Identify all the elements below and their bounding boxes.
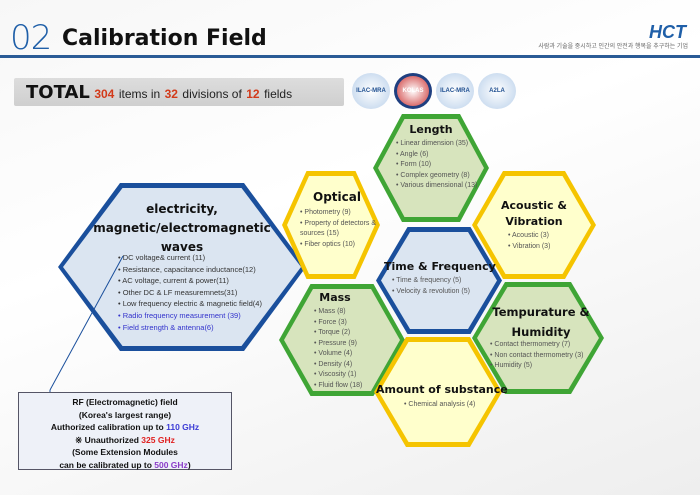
list-item: Form (10) bbox=[396, 160, 477, 171]
mass-items: Mass (8) Force (3) Torque (2) Pressure (… bbox=[314, 307, 362, 391]
list-item: Chemical analysis (4) bbox=[404, 400, 475, 411]
list-item: Various dimensional (13) bbox=[396, 181, 477, 192]
list-item: Velocity & revolution (5) bbox=[392, 287, 470, 298]
title-line: electricity, bbox=[146, 202, 218, 216]
list-item: Fluid flow (18) bbox=[314, 381, 362, 392]
time-title: Time & Frequency bbox=[384, 260, 496, 273]
list-item: Field strength & antenna(6) bbox=[118, 322, 288, 334]
time-items: Time & frequency (5) Velocity & revoluti… bbox=[392, 276, 470, 297]
mass-title: Mass bbox=[319, 291, 351, 304]
rf-line: ※ Unauthorized 325 GHz bbox=[19, 434, 231, 447]
hex-substance bbox=[374, 337, 502, 447]
text: divisions of bbox=[182, 87, 242, 101]
list-item: Contact thermometry (7) bbox=[490, 340, 584, 351]
list-item: Mass (8) bbox=[314, 307, 362, 318]
acoustic-items: Acoustic (3) Vibration (3) bbox=[508, 231, 550, 252]
authorized-limit: 110 GHz bbox=[166, 422, 200, 432]
acoustic-title: Acoustic & Vibration bbox=[472, 198, 596, 230]
rf-line: Authorized calibration up to 110 GHz bbox=[19, 421, 231, 434]
list-item: Resistance, capacitance inductance(12) bbox=[118, 264, 288, 276]
length-title: Length bbox=[409, 123, 453, 136]
list-item: Vibration (3) bbox=[508, 242, 550, 253]
slogan: 사람과 기술을 중시하고 인간의 안전과 행복을 추구하는 기업 bbox=[538, 44, 688, 50]
text: fields bbox=[264, 87, 293, 101]
total-items: 304 bbox=[94, 87, 115, 101]
list-item: Non contact thermometry (3) bbox=[490, 351, 583, 362]
list-item: Force (3) bbox=[314, 318, 362, 329]
total-label: TOTAL bbox=[26, 82, 90, 103]
section-number: 02 bbox=[10, 18, 52, 58]
list-item: Acoustic (3) bbox=[508, 231, 550, 242]
substance-items: Chemical analysis (4) bbox=[404, 400, 475, 411]
unauthorized-limit: 325 GHz bbox=[141, 434, 175, 445]
title-line: waves bbox=[160, 240, 204, 254]
temperature-title: Tempurature & Humidity bbox=[486, 302, 596, 342]
accreditation-badges: ILAC-MRA KOLAS ILAC-MRA A2LA bbox=[352, 73, 516, 109]
text: items in bbox=[118, 87, 161, 101]
list-item: Other DC & LF measuremnets(31) bbox=[118, 287, 288, 299]
electricity-items: DC voltage& current (11) Resistance, cap… bbox=[118, 252, 288, 333]
rf-info-box: RF (Electromagnetic) field (Korea's larg… bbox=[18, 392, 232, 470]
text: Authorized calibration up to bbox=[50, 422, 167, 432]
page-title: Calibration Field bbox=[62, 26, 267, 51]
temperature-items: Contact thermometry (7) Non contact ther… bbox=[490, 340, 584, 372]
total-fields: 12 bbox=[246, 87, 260, 101]
electricity-title: electricity, magnetic/electromagnetic wa… bbox=[70, 200, 294, 257]
list-item: Linear dimension (35) bbox=[396, 139, 477, 150]
rf-line: can be calibrated up to 500 GHz) bbox=[19, 459, 231, 472]
rf-line: (Some Extension Modules bbox=[72, 447, 178, 457]
title-line: magnetic/electromagnetic bbox=[93, 221, 271, 235]
title-line: Humidity bbox=[511, 325, 571, 339]
list-item: Viscosity (1) bbox=[314, 370, 362, 381]
hct-logo: HCT bbox=[649, 22, 686, 42]
list-item: Fiber optics (10) bbox=[300, 240, 382, 251]
text: ) bbox=[187, 459, 191, 470]
ilac-mra-badge: ILAC-MRA bbox=[352, 73, 390, 109]
rf-line: RF (Electromagnetic) field bbox=[72, 397, 178, 407]
list-item: Density (4) bbox=[314, 360, 362, 371]
list-item: Time & frequency (5) bbox=[392, 276, 470, 287]
optical-items: Photometry (9) Property of detectors & s… bbox=[300, 208, 382, 250]
list-item: Pressure (9) bbox=[314, 339, 362, 350]
list-item: Torque (2) bbox=[314, 328, 362, 339]
a2la-badge: A2LA bbox=[478, 73, 516, 109]
list-item: Angle (6) bbox=[396, 150, 477, 161]
total-divisions: 32 bbox=[164, 87, 178, 101]
list-item: AC voltage, current & power(11) bbox=[118, 275, 288, 287]
list-item: Photometry (9) bbox=[300, 208, 382, 219]
kolas-badge: KOLAS bbox=[394, 73, 432, 109]
extension-limit: 500 GHz bbox=[154, 459, 188, 470]
list-item: DC voltage& current (11) bbox=[118, 252, 288, 264]
text: ※ Unauthorized bbox=[75, 434, 142, 445]
list-item: Low frequency electric & magnetic field(… bbox=[118, 298, 288, 310]
list-item: Property of detectors & sources (15) bbox=[300, 219, 382, 240]
list-item: Radio frequency measurement (39) bbox=[118, 310, 288, 322]
total-summary: TOTAL 304 items in 32 divisions of 12 fi… bbox=[14, 78, 344, 106]
ilac-mra-badge: ILAC-MRA bbox=[436, 73, 474, 109]
title-line: Tempurature & bbox=[492, 305, 590, 319]
list-item: Humidity (5) bbox=[490, 361, 584, 372]
list-item: Volume (4) bbox=[314, 349, 362, 360]
length-items: Linear dimension (35) Angle (6) Form (10… bbox=[396, 139, 477, 192]
rf-line: (Korea's largest range) bbox=[78, 409, 172, 420]
header-divider bbox=[0, 55, 700, 58]
substance-title: Amount of substance bbox=[376, 383, 508, 396]
optical-title: Optical bbox=[313, 190, 361, 204]
title-line: Acoustic & bbox=[501, 199, 567, 212]
list-item: Complex geometry (8) bbox=[396, 171, 477, 182]
title-line: Vibration bbox=[505, 215, 563, 228]
text: can be calibrated up to bbox=[59, 459, 155, 470]
